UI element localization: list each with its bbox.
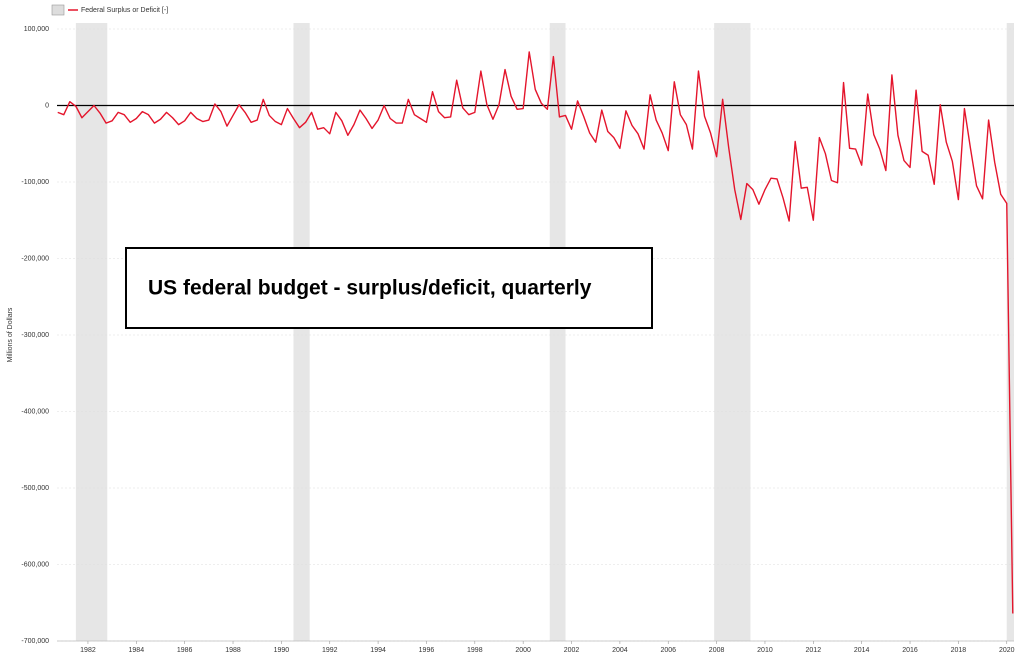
y-tick-label: -700,000 — [21, 638, 49, 645]
y-tick-label: 0 — [45, 102, 49, 109]
x-tick-label: 2014 — [854, 647, 870, 654]
x-tick-label: 2004 — [612, 647, 628, 654]
legend: Federal Surplus or Deficit [-] — [51, 4, 168, 16]
legend-icon — [51, 4, 65, 16]
data-line — [57, 51, 1014, 614]
x-tick-label: 1998 — [467, 647, 483, 654]
x-tick-label: 2012 — [806, 647, 822, 654]
x-tick-label: 1982 — [80, 647, 96, 654]
x-tick-label: 2018 — [951, 647, 967, 654]
y-axis-label: Millions of Dollars — [7, 307, 14, 362]
x-tick-label: 2010 — [757, 647, 773, 654]
y-tick-label: -400,000 — [21, 408, 49, 415]
y-tick-label: -600,000 — [21, 561, 49, 568]
recession-band — [293, 23, 310, 641]
annotation-box — [125, 247, 653, 329]
y-tick-label: -100,000 — [21, 179, 49, 186]
recession-band — [714, 23, 751, 641]
y-tick-label: -300,000 — [21, 332, 49, 339]
x-tick-label: 1986 — [177, 647, 193, 654]
x-tick-label: 2016 — [902, 647, 918, 654]
recession-band — [75, 23, 108, 641]
x-tick-label: 1994 — [370, 647, 386, 654]
x-tick-label: 2002 — [564, 647, 580, 654]
x-tick-label: 1990 — [274, 647, 290, 654]
x-tick-label: 1988 — [225, 647, 241, 654]
x-tick-label: 2006 — [660, 647, 676, 654]
annotation: US federal budget - surplus/deficit, qua… — [148, 277, 592, 300]
x-tick-label: 1996 — [419, 647, 435, 654]
x-tick-label: 1984 — [129, 647, 145, 654]
x-tick-label: 2020 — [999, 647, 1015, 654]
x-tick-label: 2000 — [515, 647, 531, 654]
legend-label: Federal Surplus or Deficit [-] — [81, 7, 168, 14]
y-tick-label: -200,000 — [21, 255, 49, 262]
y-tick-label: -500,000 — [21, 485, 49, 492]
x-tick-label: 2008 — [709, 647, 725, 654]
recession-band — [1006, 23, 1014, 641]
y-tick-label: 100,000 — [24, 26, 49, 33]
recession-band — [549, 23, 566, 641]
x-tick-label: 1992 — [322, 647, 338, 654]
